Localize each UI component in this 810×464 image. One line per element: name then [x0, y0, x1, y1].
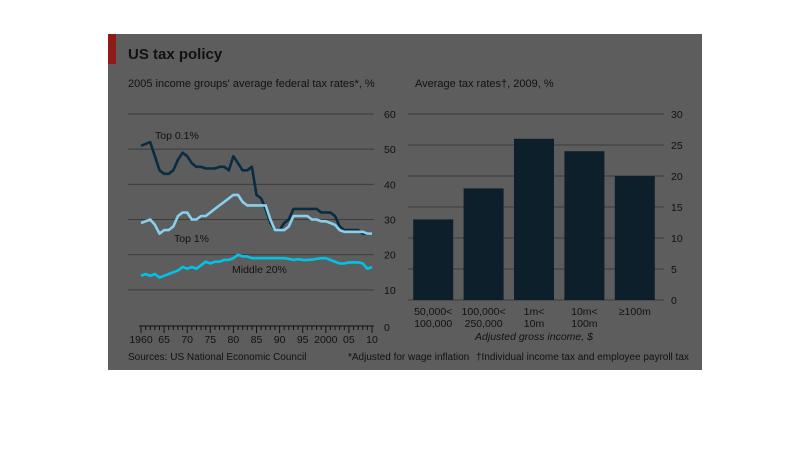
left-line-chart: 10 20 30 40 50 60 0 1960 65 70 75 80 85 90 95 2000 05 10 T… — [128, 109, 396, 346]
left-chart-title: 2005 income groups' average federal tax … — [128, 78, 375, 90]
footnote-wage-inflation: *Adjusted for wage inflation — [348, 352, 470, 363]
right-ytick-label: 20 — [671, 171, 683, 183]
bar — [614, 176, 655, 300]
bar-category-label: 100,000< — [462, 306, 506, 318]
left-xtick-label: 10 — [366, 334, 378, 346]
series-line-middle-20 — [140, 253, 373, 279]
bar-category-label: 10m< — [571, 306, 598, 318]
left-xtick-label: 1960 — [129, 334, 153, 346]
series-line-top-1 — [140, 193, 372, 235]
bar — [463, 188, 504, 300]
footnote-payroll-tax: †Individual income tax and employee payr… — [476, 352, 689, 363]
left-ytick-label: 60 — [384, 109, 396, 121]
left-xtick-label: 65 — [158, 334, 170, 346]
series-line-top-0-1 — [140, 140, 372, 235]
left-ytick-label: 10 — [384, 285, 396, 297]
bar-category-label: ≥100m — [619, 306, 651, 318]
left-xtick-label: 05 — [343, 334, 355, 346]
chart-figure: US tax policy 2005 income groups' averag… — [108, 34, 702, 370]
sources-note: Sources: US National Economic Council — [128, 352, 307, 363]
left-xtick-label: 70 — [181, 334, 193, 346]
bar — [564, 151, 605, 300]
left-xtick-label: 2000 — [314, 334, 338, 346]
left-ytick-label: 0 — [384, 322, 390, 334]
bar — [514, 138, 554, 300]
bar-category-label: 50,000< — [414, 306, 452, 318]
series-label-top-0-1: Top 0.1% — [155, 130, 199, 142]
left-xtick-label: 95 — [297, 334, 309, 346]
bar-category-label: 10m — [524, 318, 545, 330]
right-ytick-label: 10 — [671, 233, 683, 245]
bar-category-label: 250,000 — [465, 318, 503, 330]
right-ytick-label: 25 — [671, 140, 683, 152]
figure-title: US tax policy — [128, 46, 223, 63]
left-ytick-label: 30 — [384, 215, 396, 227]
right-bar-chart: 0 5 10 15 20 25 30 50,000<100,000 100,000<250,00… — [408, 109, 683, 343]
right-ytick-label: 5 — [671, 264, 677, 276]
accent-bar — [108, 34, 116, 64]
series-label-top-1: Top 1% — [174, 233, 209, 245]
right-ytick-label: 15 — [671, 202, 683, 214]
bar-category-label: 1m< — [524, 306, 545, 318]
right-x-axis-label: Adjusted gross income, $ — [474, 331, 593, 343]
right-chart-title: Average tax rates†, 2009, % — [415, 78, 554, 90]
left-xtick-label: 90 — [274, 334, 286, 346]
bar-category-label: 100m — [571, 318, 598, 330]
left-ytick-label: 50 — [384, 144, 396, 156]
right-ytick-label: 30 — [671, 109, 683, 121]
series-label-middle-20: Middle 20% — [232, 264, 287, 276]
bar — [413, 219, 454, 300]
left-xtick-label: 85 — [251, 334, 263, 346]
left-ytick-label: 20 — [384, 250, 396, 262]
right-ytick-label: 0 — [671, 295, 677, 307]
left-xtick-label: 75 — [204, 334, 216, 346]
bar-category-label: 100,000 — [414, 318, 452, 330]
left-ytick-label: 40 — [384, 179, 396, 191]
left-xtick-label: 80 — [228, 334, 240, 346]
